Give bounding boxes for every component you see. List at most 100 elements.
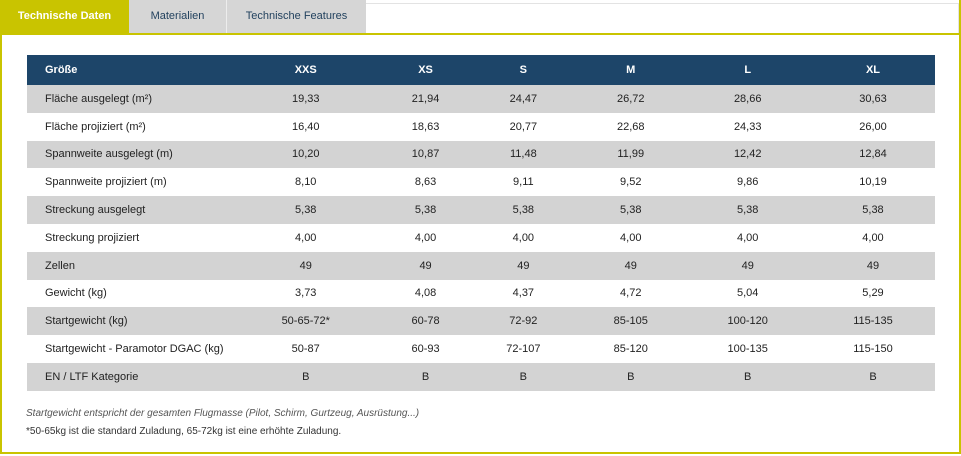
table-cell: 85-105: [577, 307, 685, 336]
table-cell: 5,38: [577, 196, 685, 224]
table-body: Fläche ausgelegt (m²) 19,33 21,94 24,47 26,7…: [27, 85, 935, 391]
table-row: Fläche ausgelegt (m²) 19,33 21,94 24,47 26,7…: [27, 85, 935, 113]
table-cell: 4,00: [684, 223, 811, 252]
row-label: Fläche ausgelegt (m²): [27, 85, 230, 113]
tab-technische-features[interactable]: Technische Features: [227, 0, 366, 33]
table-cell: 8,10: [230, 168, 382, 197]
table-cell: 12,42: [684, 140, 811, 169]
table-cell: 49: [381, 251, 470, 280]
table-row: Startgewicht - Paramotor DGAC (kg) 50-87 6…: [27, 335, 935, 363]
table-cell: B: [810, 362, 935, 391]
table-header-row: Größe XXS XS S M L XL: [27, 55, 935, 85]
table-row: Streckung projiziert 4,00 4,00 4,00 4,00 4,00…: [27, 223, 935, 252]
row-label: Streckung ausgelegt: [27, 196, 230, 224]
specs-table: Größe XXS XS S M L XL Fläche ausgelegt (…: [27, 55, 935, 391]
table-cell: 24,47: [469, 85, 578, 113]
table-cell: B: [230, 362, 382, 391]
table-row: Spannweite projiziert (m) 8,10 8,63 9,11 9,5…: [27, 168, 935, 197]
header-size: XXS: [230, 55, 382, 85]
table-cell: B: [381, 362, 470, 391]
row-label: Streckung projiziert: [27, 223, 230, 252]
table-cell: 26,72: [577, 85, 685, 113]
table-cell: 5,04: [684, 279, 811, 308]
table-cell: 49: [469, 251, 578, 280]
table-row: Startgewicht (kg) 50-65-72* 60-78 72-92 85-1…: [27, 307, 935, 336]
row-label: Fläche projiziert (m²): [27, 112, 230, 141]
table-cell: 18,63: [381, 112, 470, 141]
table-cell: 85-120: [577, 335, 685, 363]
table-cell: 100-120: [684, 307, 811, 336]
table-cell: 5,38: [469, 196, 578, 224]
table-cell: 4,00: [810, 223, 935, 252]
table-cell: 16,40: [230, 112, 382, 141]
tab-materialien[interactable]: Materialien: [129, 0, 227, 33]
header-size: L: [684, 55, 811, 85]
row-label: Startgewicht (kg): [27, 307, 230, 336]
table-cell: 26,00: [810, 112, 935, 141]
table-cell: 10,87: [381, 140, 470, 169]
table-cell: 4,00: [381, 223, 470, 252]
table-cell: 11,48: [469, 140, 578, 169]
table-cell: 49: [230, 251, 382, 280]
table-cell: B: [684, 362, 811, 391]
header-size: M: [577, 55, 685, 85]
tab-bar: Technische Daten Materialien Technische …: [0, 0, 961, 33]
table-cell: 50-87: [230, 335, 382, 363]
table-row: EN / LTF Kategorie B B B B B B: [27, 362, 935, 391]
tab-bar-spacer: [366, 3, 959, 33]
row-label: Zellen: [27, 251, 230, 280]
table-cell: 4,00: [469, 223, 578, 252]
table-cell: 5,29: [810, 279, 935, 308]
table-cell: 9,86: [684, 168, 811, 197]
table-row: Zellen 49 49 49 49 49 49: [27, 251, 935, 280]
row-label: Startgewicht - Paramotor DGAC (kg): [27, 335, 230, 363]
table-cell: 72-107: [469, 335, 578, 363]
table-cell: 12,84: [810, 140, 935, 169]
table-cell: 4,37: [469, 279, 578, 308]
table-cell: 5,38: [230, 196, 382, 224]
table-cell: 10,19: [810, 168, 935, 197]
table-cell: 4,72: [577, 279, 685, 308]
table-cell: 49: [577, 251, 685, 280]
table-cell: 72-92: [469, 307, 578, 336]
row-label: Gewicht (kg): [27, 279, 230, 308]
table-cell: 49: [810, 251, 935, 280]
table-cell: 22,68: [577, 112, 685, 141]
table-cell: 9,11: [469, 168, 578, 197]
table-cell: 10,20: [230, 140, 382, 169]
table-cell: 19,33: [230, 85, 382, 113]
table-cell: B: [469, 362, 578, 391]
row-label: Spannweite ausgelegt (m): [27, 140, 230, 169]
table-cell: 4,00: [230, 223, 382, 252]
table-cell: 5,38: [684, 196, 811, 224]
header-size: XL: [810, 55, 935, 85]
table-cell: 115-135: [810, 307, 935, 336]
table-cell: 4,00: [577, 223, 685, 252]
table-cell: 49: [684, 251, 811, 280]
header-size: XS: [381, 55, 470, 85]
table-cell: 30,63: [810, 85, 935, 113]
table-cell: 50-65-72*: [230, 307, 382, 336]
tab-technische-daten[interactable]: Technische Daten: [0, 0, 129, 33]
header-size: S: [469, 55, 578, 85]
footnote-zuladung: *50-65kg ist die standard Zuladung, 65-7…: [26, 426, 342, 437]
table-cell: 20,77: [469, 112, 578, 141]
table-cell: 11,99: [577, 140, 685, 169]
footnotes: Startgewicht entspricht der gesamten Flu…: [26, 405, 419, 441]
table-cell: 60-78: [381, 307, 470, 336]
table-cell: 4,08: [381, 279, 470, 308]
footnote-startgewicht: Startgewicht entspricht der gesamten Flu…: [26, 408, 420, 419]
table-cell: 21,94: [381, 85, 470, 113]
table-row: Fläche projiziert (m²) 16,40 18,63 20,77 22,…: [27, 112, 935, 141]
table-cell: 100-135: [684, 335, 811, 363]
table-cell: 28,66: [684, 85, 811, 113]
table-cell: 3,73: [230, 279, 382, 308]
table-cell: 5,38: [810, 196, 935, 224]
row-label: EN / LTF Kategorie: [27, 362, 230, 391]
table-cell: 8,63: [381, 168, 470, 197]
table-cell: B: [577, 362, 685, 391]
table-cell: 24,33: [684, 112, 811, 141]
table-row: Streckung ausgelegt 5,38 5,38 5,38 5,38 5,38 5…: [27, 196, 935, 224]
table-cell: 115-150: [810, 335, 935, 363]
